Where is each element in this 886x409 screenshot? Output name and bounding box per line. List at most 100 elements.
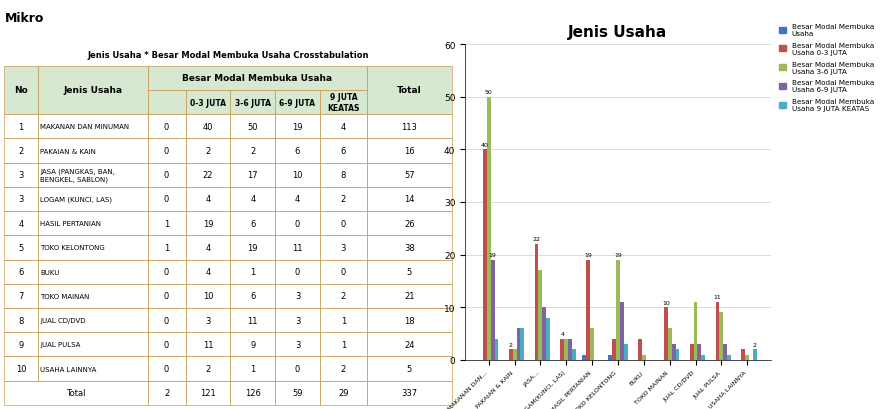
Bar [547, 318, 550, 360]
Bar [230, 115, 276, 139]
Bar [276, 260, 320, 284]
Bar [320, 357, 367, 381]
Bar [4, 211, 38, 236]
Bar [276, 91, 320, 115]
Text: 2: 2 [341, 292, 346, 301]
Bar [672, 344, 675, 360]
Bar [186, 115, 230, 139]
Bar [719, 312, 723, 360]
Bar [320, 308, 367, 333]
Bar [186, 236, 230, 260]
Bar [186, 236, 230, 260]
Bar [38, 357, 148, 381]
Bar [4, 381, 148, 405]
Bar [148, 357, 186, 381]
Bar [483, 150, 486, 360]
Bar [320, 163, 367, 187]
Text: 0: 0 [164, 340, 169, 349]
Bar [276, 284, 320, 308]
Bar [320, 187, 367, 211]
Bar [186, 357, 230, 381]
Bar [276, 139, 320, 163]
Bar [4, 67, 38, 115]
Bar [320, 236, 367, 260]
Bar [148, 163, 186, 187]
Bar [4, 236, 38, 260]
Bar [230, 236, 276, 260]
Bar [367, 284, 452, 308]
Bar [367, 357, 452, 381]
Bar [367, 333, 452, 357]
Bar [230, 139, 276, 163]
Bar [230, 187, 276, 211]
Bar [4, 187, 38, 211]
Bar [620, 302, 624, 360]
Bar [276, 187, 320, 211]
Bar [38, 139, 148, 163]
Bar [4, 211, 38, 236]
Text: 4: 4 [341, 123, 346, 131]
Bar [320, 163, 367, 187]
Bar [148, 139, 186, 163]
Bar [148, 91, 186, 115]
Bar [320, 284, 367, 308]
Text: 0: 0 [164, 195, 169, 204]
Bar [186, 91, 230, 115]
Bar [320, 357, 367, 381]
Bar [4, 163, 38, 187]
Text: TOKO MAINAN: TOKO MAINAN [40, 293, 89, 299]
Bar [186, 139, 230, 163]
Bar [742, 349, 745, 360]
Text: 0: 0 [164, 364, 169, 373]
Bar [186, 333, 230, 357]
Bar [561, 339, 564, 360]
Bar [716, 302, 719, 360]
Bar [38, 284, 148, 308]
Bar [38, 211, 148, 236]
Text: 4: 4 [295, 195, 300, 204]
Bar [230, 357, 276, 381]
Bar [4, 260, 38, 284]
Text: 4: 4 [206, 267, 211, 276]
Text: 9: 9 [250, 340, 255, 349]
Bar [320, 91, 367, 115]
Text: 0: 0 [341, 219, 346, 228]
Bar [542, 308, 547, 360]
Text: PAKAIAN & KAIN: PAKAIAN & KAIN [40, 148, 96, 154]
Text: 121: 121 [200, 388, 216, 397]
Text: 4: 4 [250, 195, 255, 204]
Text: 5: 5 [19, 243, 24, 252]
Bar [38, 357, 148, 381]
Bar [727, 355, 731, 360]
Text: 2: 2 [164, 388, 169, 397]
Bar [4, 381, 148, 405]
Bar [148, 260, 186, 284]
Bar [38, 163, 148, 187]
Bar [38, 236, 148, 260]
Bar [616, 260, 620, 360]
Bar [276, 381, 320, 405]
Bar [4, 357, 38, 381]
Bar [276, 115, 320, 139]
Text: HASIL PERTANIAN: HASIL PERTANIAN [40, 221, 101, 227]
Bar [148, 284, 186, 308]
Text: JUAL PULSA: JUAL PULSA [40, 342, 81, 348]
Text: 5: 5 [407, 364, 412, 373]
Bar [367, 139, 452, 163]
Bar [609, 355, 612, 360]
Bar [723, 344, 727, 360]
Text: LOGAM (KUNCI, LAS): LOGAM (KUNCI, LAS) [40, 196, 113, 203]
Bar [564, 339, 568, 360]
Text: 6: 6 [341, 147, 346, 156]
Text: 10: 10 [292, 171, 303, 180]
Text: 5: 5 [407, 267, 412, 276]
Bar [641, 355, 646, 360]
Bar [320, 139, 367, 163]
Text: 2: 2 [341, 195, 346, 204]
Bar [186, 260, 230, 284]
Text: 10: 10 [16, 364, 27, 373]
Bar [367, 67, 452, 115]
Bar [494, 339, 499, 360]
Bar [590, 328, 595, 360]
Text: 2: 2 [753, 342, 757, 347]
